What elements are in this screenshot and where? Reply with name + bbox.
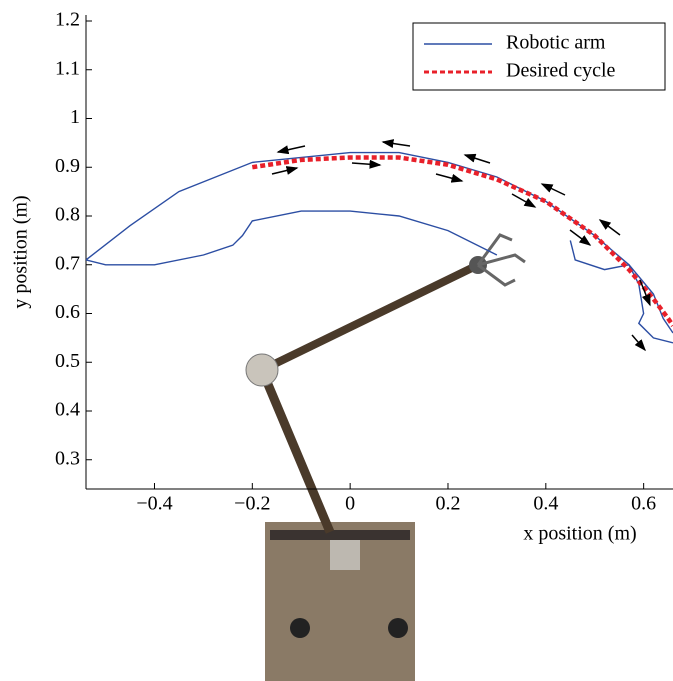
chart: Robotic armDesired cycle y position (m) … [0, 0, 673, 681]
x-tick-label: −0.2 [234, 493, 270, 515]
robot-photo [246, 235, 525, 681]
y-tick-label: 0.8 [55, 204, 80, 226]
y-tick-label: 1 [70, 106, 80, 128]
y-tick-label: 1.1 [55, 57, 80, 79]
y-tick-label: 0.4 [55, 399, 80, 421]
x-tick-label: 0.6 [631, 493, 656, 515]
y-tick-label: 0.5 [55, 350, 80, 372]
y-tick-label: 0.7 [55, 252, 80, 274]
y-tick-label: 0.9 [55, 155, 80, 177]
arrows [272, 142, 650, 350]
x-tick-label: 0 [345, 493, 355, 515]
x-axis-label: x position (m) [523, 523, 636, 545]
series-line [252, 158, 673, 326]
y-tick-label: 1.2 [55, 9, 80, 31]
y-tick-label: 0.3 [55, 447, 80, 469]
legend-label: Desired cycle [506, 60, 616, 82]
legend: Robotic arm Desired cycle [413, 23, 665, 90]
page: Robotic armDesired cycle y position (m) … [0, 0, 673, 681]
x-tick-label: 0.2 [435, 493, 460, 515]
x-tick-label: −0.4 [136, 493, 172, 515]
y-tick-label: 0.6 [55, 301, 80, 323]
x-tick-label: 0.4 [533, 493, 558, 515]
legend-label: Robotic arm [506, 32, 606, 54]
y-axis-label: y position (m) [10, 195, 32, 308]
